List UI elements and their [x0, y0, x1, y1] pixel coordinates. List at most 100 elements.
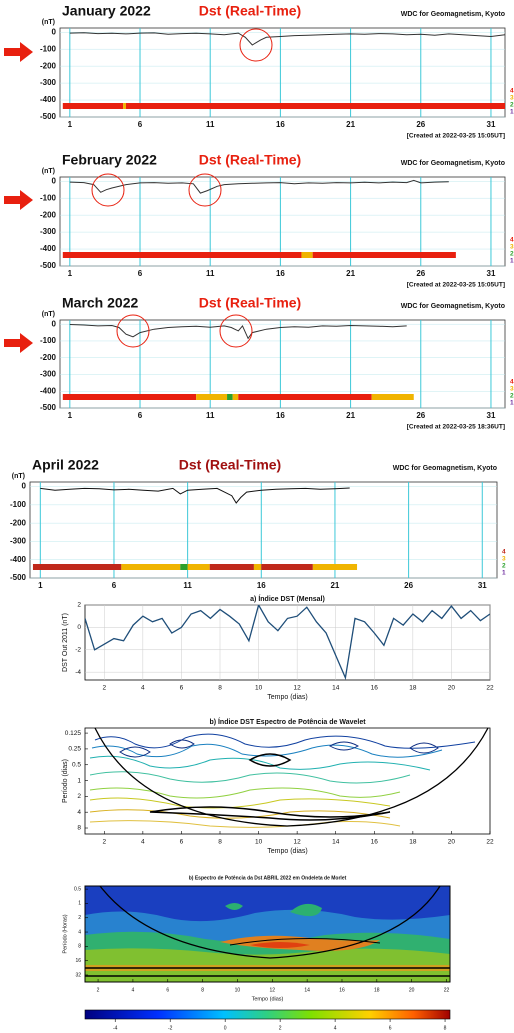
- colorbar-label: 4: [334, 1025, 337, 1031]
- y-tick-label: -2: [75, 646, 81, 653]
- x-tick-label: 16: [276, 120, 285, 129]
- x-tick-label: 4: [141, 685, 145, 692]
- y-axis-label: Período (Horas): [62, 914, 68, 953]
- x-tick-label: 21: [330, 581, 339, 590]
- x-tick-label: 22: [486, 685, 494, 692]
- y-tick-label: 8: [78, 944, 81, 950]
- status-segment: [312, 564, 358, 570]
- x-tick-label: 18: [374, 987, 380, 993]
- highlight-circle: [91, 173, 125, 207]
- level-label: 1: [510, 400, 514, 407]
- x-tick-label: 6: [138, 120, 143, 129]
- y-tick-label: 32: [75, 972, 81, 978]
- colorbar-label: 0: [224, 1025, 227, 1031]
- panel-title: February 2022: [62, 152, 157, 168]
- status-segment: [209, 564, 254, 570]
- x-tick-label: 11: [206, 269, 215, 278]
- level-label: 1: [502, 570, 506, 577]
- x-tick-label: 4: [132, 987, 135, 993]
- status-segment: [371, 394, 414, 400]
- y-tick-label: -400: [40, 95, 57, 104]
- x-tick-label: 16: [276, 269, 285, 278]
- x-tick-label: 26: [416, 269, 425, 278]
- level-label: 2: [510, 102, 514, 109]
- y-tick-label: -100: [40, 193, 57, 202]
- x-tick-label: 2: [97, 987, 100, 993]
- x-tick-label: 11: [206, 120, 215, 129]
- x-tick-label: 31: [487, 411, 496, 420]
- x-tick-label: 8: [201, 987, 204, 993]
- status-segment: [187, 564, 210, 570]
- y-tick-label: 4: [77, 809, 81, 816]
- x-tick-label: 10: [255, 685, 263, 692]
- y-tick-label: -200: [40, 61, 57, 70]
- x-tick-label: 21: [346, 269, 355, 278]
- x-tick-label: 4: [141, 839, 145, 846]
- highlight-circle: [116, 314, 150, 348]
- x-tick-label: 1: [38, 581, 43, 590]
- x-tick-label: 22: [486, 839, 494, 846]
- plot-frame: [84, 727, 491, 835]
- y-tick-label: 0.125: [65, 730, 82, 737]
- heatmap-field: [84, 885, 451, 1020]
- level-label: 3: [510, 386, 514, 393]
- y-tick-label: -300: [40, 78, 57, 87]
- level-label: 3: [510, 244, 514, 251]
- x-tick-label: 12: [270, 987, 276, 993]
- x-tick-label: 6: [166, 987, 169, 993]
- x-tick-label: 26: [404, 581, 413, 590]
- status-segment: [62, 252, 302, 258]
- colorbar-label: 2: [279, 1025, 282, 1031]
- y-tick-label: -400: [10, 555, 27, 564]
- level-label: 2: [502, 563, 506, 570]
- y-tick-label: -100: [40, 336, 57, 345]
- y-tick-label: -100: [10, 500, 27, 509]
- y-axis-label: DST Out 2011 (nT): [62, 613, 69, 672]
- colorbar-label: 8: [444, 1025, 447, 1031]
- x-axis-label: Tempo (dias): [267, 848, 307, 855]
- data-line: [69, 179, 449, 194]
- red-arrow: [4, 333, 33, 353]
- y-tick-label: -300: [40, 227, 57, 236]
- y-tick-label: 8: [77, 825, 81, 832]
- status-segment: [238, 394, 372, 400]
- x-tick-label: 11: [183, 581, 192, 590]
- x-tick-label: 14: [304, 987, 310, 993]
- y-tick-label: -500: [10, 573, 27, 582]
- colorbar-label: -4: [113, 1025, 118, 1031]
- x-tick-label: 21: [346, 411, 355, 420]
- x-tick-label: 31: [487, 269, 496, 278]
- data-line: [69, 32, 505, 46]
- x-tick-label: 22: [444, 987, 450, 993]
- panel-title: b) Índice DST Espectro de Potência de Wa…: [209, 717, 366, 726]
- x-tick-label: 1: [68, 411, 73, 420]
- x-tick-label: 16: [276, 411, 285, 420]
- contour-field: [89, 727, 489, 828]
- level-label: 1: [510, 109, 514, 116]
- x-tick-label: 20: [448, 839, 456, 846]
- status-segment: [180, 564, 188, 570]
- y-tick-label: -100: [40, 44, 57, 53]
- x-tick-label: 11: [206, 411, 215, 420]
- y-tick-label: 0: [22, 482, 27, 491]
- level-label: 1: [510, 258, 514, 265]
- panel-title: a) Índice DST (Mensal): [250, 594, 325, 603]
- y-tick-label: 1: [77, 777, 81, 784]
- y-unit: (nT): [42, 168, 55, 175]
- status-segment: [253, 564, 262, 570]
- y-tick-label: 4: [78, 929, 81, 935]
- created-note: [Created at 2022-03-25 15:05UT]: [407, 133, 505, 140]
- plot-frame: [84, 604, 491, 681]
- y-tick-label: 2: [77, 602, 81, 609]
- y-tick-label: 0: [52, 27, 57, 36]
- y-tick-label: -500: [40, 112, 57, 121]
- y-tick-label: -200: [40, 210, 57, 219]
- red-arrow: [4, 42, 33, 62]
- x-tick-label: 16: [339, 987, 345, 993]
- panel-title: January 2022: [62, 3, 151, 19]
- status-segment: [32, 564, 122, 570]
- status-segment: [312, 252, 456, 258]
- x-tick-label: 16: [371, 839, 379, 846]
- x-tick-label: 20: [448, 685, 456, 692]
- level-label: 2: [510, 393, 514, 400]
